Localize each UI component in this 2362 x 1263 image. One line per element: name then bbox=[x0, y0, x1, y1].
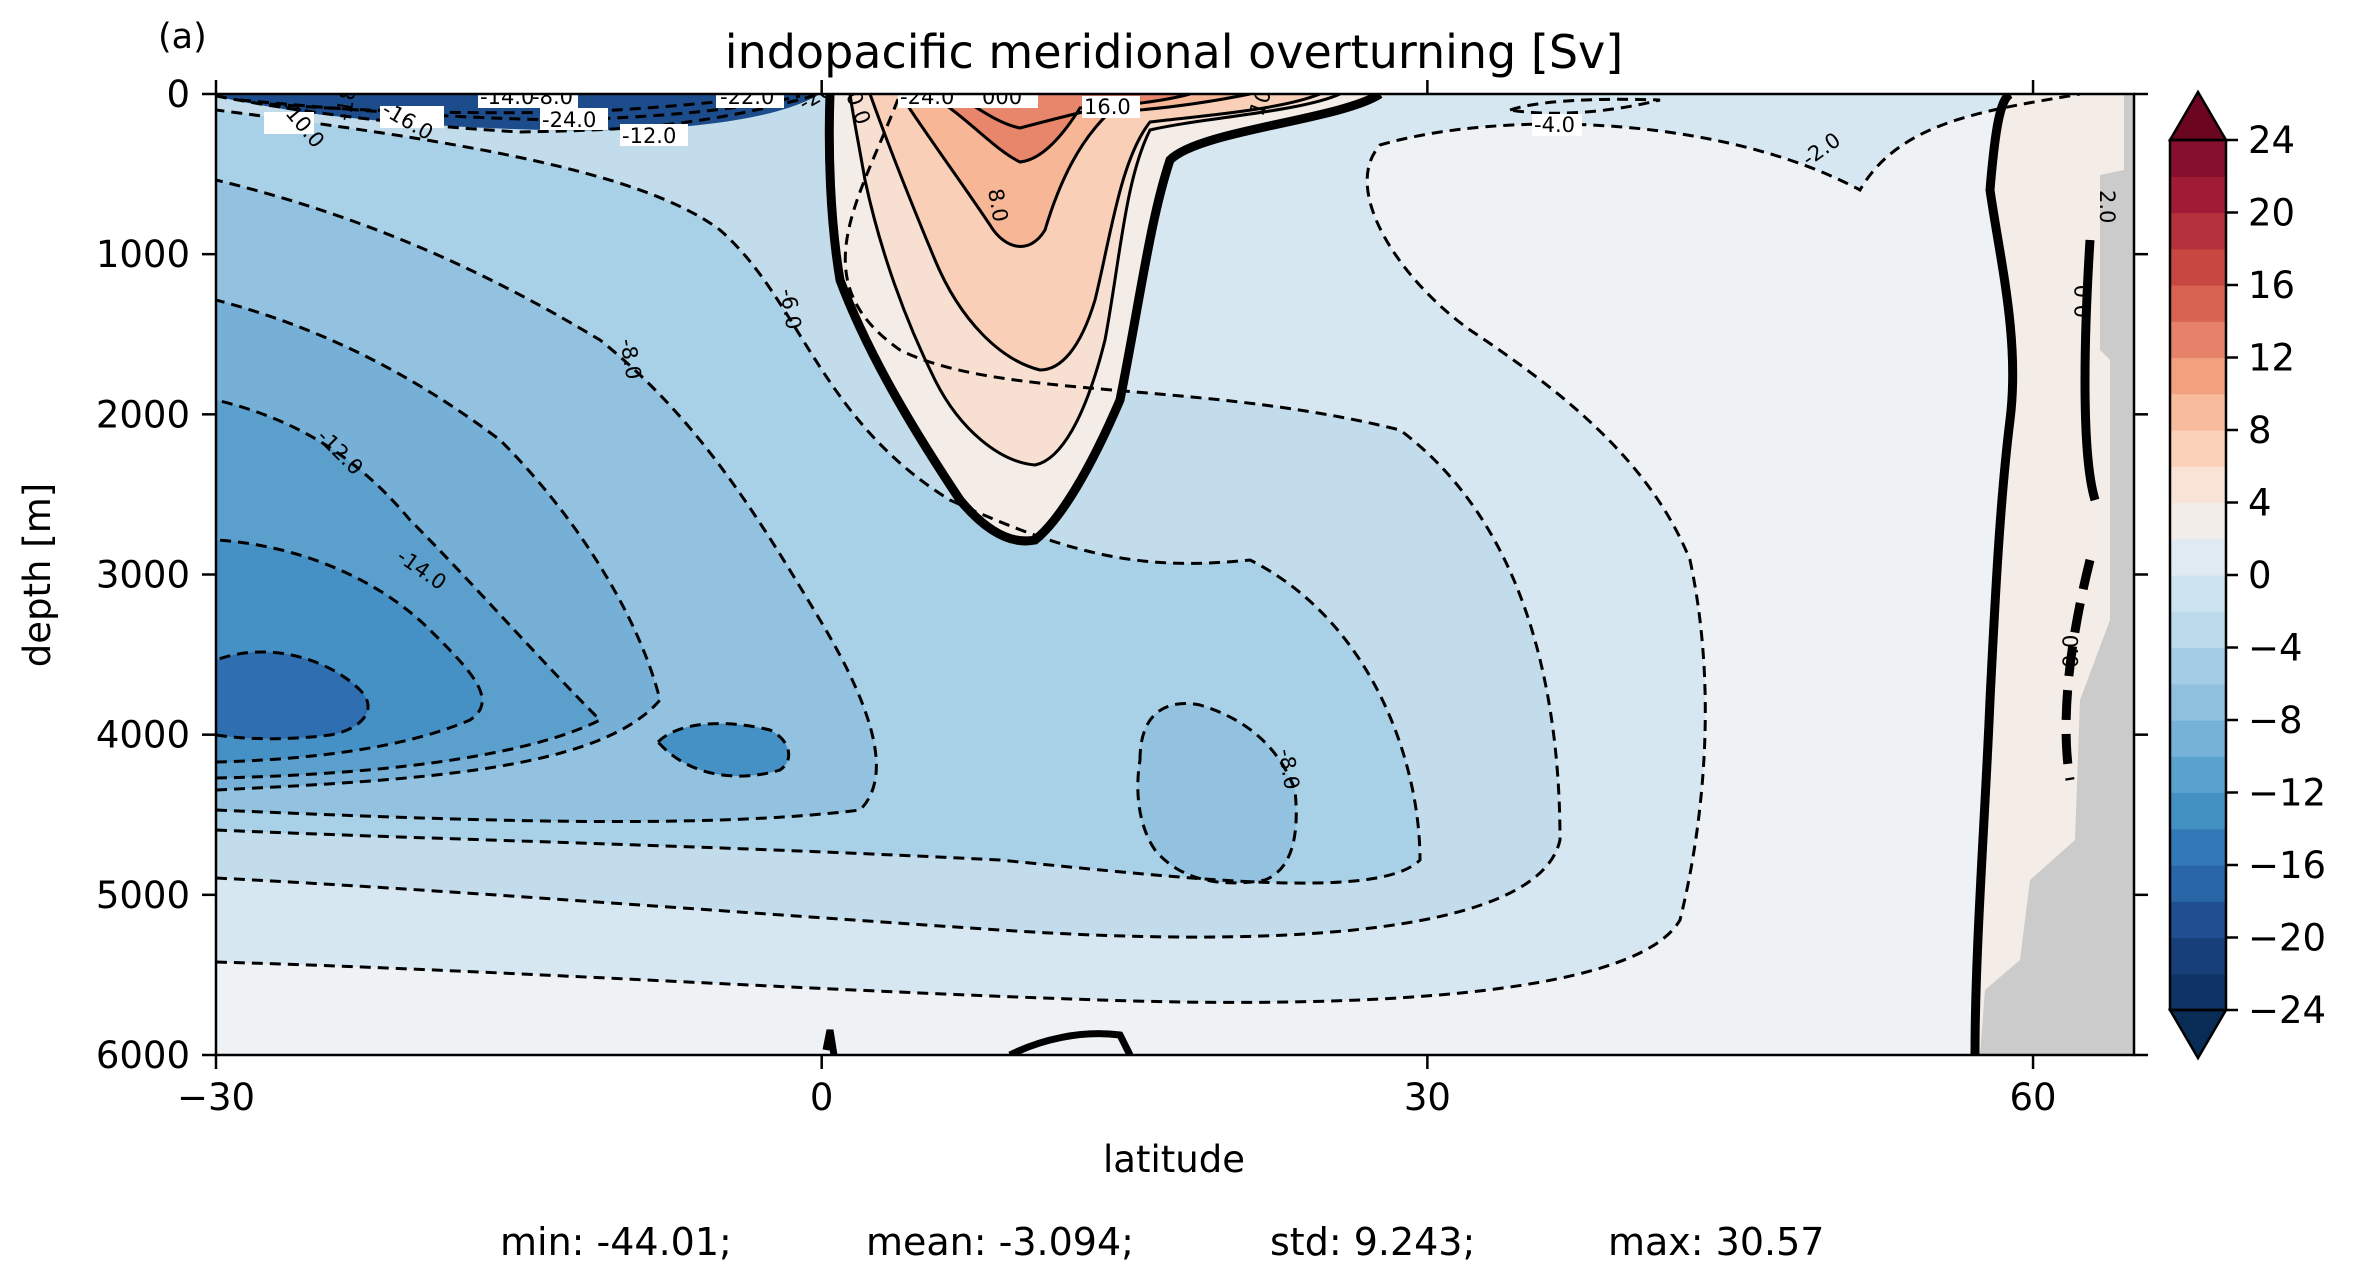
colorbar-segment bbox=[2170, 973, 2226, 1011]
clabel: -22.0 bbox=[720, 85, 774, 109]
colorbar-segment bbox=[2170, 720, 2226, 757]
colorbar-tick-label: −4 bbox=[2248, 627, 2303, 670]
y-axis-label: depth [m] bbox=[16, 483, 59, 667]
band-minus-16 bbox=[216, 651, 369, 739]
colorbar-segment bbox=[2170, 683, 2226, 721]
colorbar-segment bbox=[2170, 430, 2226, 467]
colorbar-segment bbox=[2170, 828, 2226, 866]
colorbar-segment bbox=[2170, 756, 2226, 794]
colorbar-segment bbox=[2170, 538, 2226, 576]
colorbar-segment bbox=[2170, 285, 2226, 322]
panel-label: (a) bbox=[158, 17, 207, 57]
band-surface-negative bbox=[216, 94, 820, 131]
positive-contours bbox=[848, 94, 1341, 467]
contour-field: -14.0 -8.0 -24.0 -10.0 -18 -16.0 -12.0 -… bbox=[216, 85, 2134, 1055]
colorbar-segment bbox=[2170, 647, 2226, 685]
clabel: -24.0 bbox=[542, 108, 596, 132]
clabel: 16.0 bbox=[1084, 95, 1131, 119]
colorbar-segment bbox=[2170, 792, 2226, 830]
land-mask bbox=[1980, 94, 2134, 1055]
clabel: -4.0 bbox=[1534, 113, 1575, 137]
y-tick-label: 6000 bbox=[96, 1034, 190, 1077]
colorbar-tick-label: −8 bbox=[2248, 699, 2303, 742]
y-tick-label: 3000 bbox=[96, 554, 190, 597]
clabel: -12.0 bbox=[622, 124, 676, 148]
colorbar-segment bbox=[2170, 502, 2226, 540]
contour-label-boxes bbox=[264, 94, 1582, 146]
colorbar-tick-label: 16 bbox=[2248, 264, 2295, 307]
colorbar-tick-label: −24 bbox=[2248, 989, 2326, 1032]
colorbar-segment bbox=[2170, 357, 2226, 395]
colorbar-tick-label: −16 bbox=[2248, 844, 2326, 887]
x-tick-label: 0 bbox=[810, 1076, 834, 1119]
y-tick-label: 5000 bbox=[96, 874, 190, 917]
colorbar-tick-label: 4 bbox=[2248, 482, 2272, 525]
x-axis-label: latitude bbox=[1103, 1138, 1245, 1181]
clabel: -14.0 bbox=[480, 85, 534, 109]
colorbar-segment bbox=[2170, 212, 2226, 250]
colorbar-tick-label: −20 bbox=[2248, 917, 2326, 960]
clabel: 0.0 bbox=[2071, 285, 2095, 318]
colorbar-tick-label: 20 bbox=[2248, 192, 2295, 235]
colorbar-extend-top bbox=[2167, 89, 2229, 142]
band-minus-8-east bbox=[1137, 703, 1297, 883]
x-tick-label: 30 bbox=[1404, 1076, 1451, 1119]
y-tick-label: 1000 bbox=[96, 233, 190, 276]
colorbar-segment bbox=[2170, 321, 2226, 359]
colorbar-segment bbox=[2170, 901, 2226, 939]
stat-max: max: 30.57 bbox=[1608, 1220, 1824, 1263]
colorbar-tick-label: 12 bbox=[2248, 337, 2295, 380]
zero-contours bbox=[822, 94, 2100, 1055]
axes: −30 0 30 60 0 1000 2000 3000 4000 5000 6000 bbox=[96, 73, 2148, 1119]
colorbar-tick-label: −12 bbox=[2248, 772, 2326, 815]
colorbar-segment bbox=[2170, 937, 2226, 975]
colorbar-segment bbox=[2170, 248, 2226, 286]
clabel: 8.0 bbox=[983, 187, 1012, 224]
colorbar-extend-bottom bbox=[2167, 1008, 2229, 1061]
colorbar-tick-label: 0 bbox=[2248, 554, 2272, 597]
y-tick-label: 0 bbox=[166, 73, 190, 116]
colorbar-segment bbox=[2170, 140, 2226, 177]
clabel: -24.0 bbox=[900, 85, 954, 109]
band-minus-14-east bbox=[658, 723, 789, 777]
colorbar-segment bbox=[2170, 611, 2226, 649]
stat-std: std: 9.243; bbox=[1270, 1220, 1475, 1263]
y-tick-label: 2000 bbox=[96, 393, 190, 436]
y-tick-label: 4000 bbox=[96, 714, 190, 757]
clabel: -8.0 bbox=[532, 85, 573, 109]
stat-mean: mean: -3.094; bbox=[866, 1220, 1134, 1263]
stat-min: min: -44.01; bbox=[500, 1220, 732, 1263]
clabel: 000 bbox=[982, 85, 1022, 109]
colorbar-segment bbox=[2170, 176, 2226, 214]
x-tick-label: −30 bbox=[177, 1076, 255, 1119]
colorbar-segment bbox=[2170, 865, 2226, 902]
colorbar-segment bbox=[2170, 393, 2226, 431]
colorbar: −24 −20 −16 −12 −8 −4 0 4 8 12 16 20 24 bbox=[2167, 89, 2326, 1061]
chart-title: indopacific meridional overturning [Sv] bbox=[725, 25, 1623, 79]
clabel: 0.0 bbox=[2059, 635, 2083, 668]
colorbar-tick-label: 24 bbox=[2248, 119, 2295, 162]
colorbar-tick-label: 8 bbox=[2248, 409, 2272, 452]
colorbar-segment bbox=[2170, 575, 2226, 612]
x-tick-label: 60 bbox=[2010, 1076, 2057, 1119]
clabel: 2.0 bbox=[2095, 190, 2119, 223]
colorbar-segment bbox=[2170, 466, 2226, 504]
